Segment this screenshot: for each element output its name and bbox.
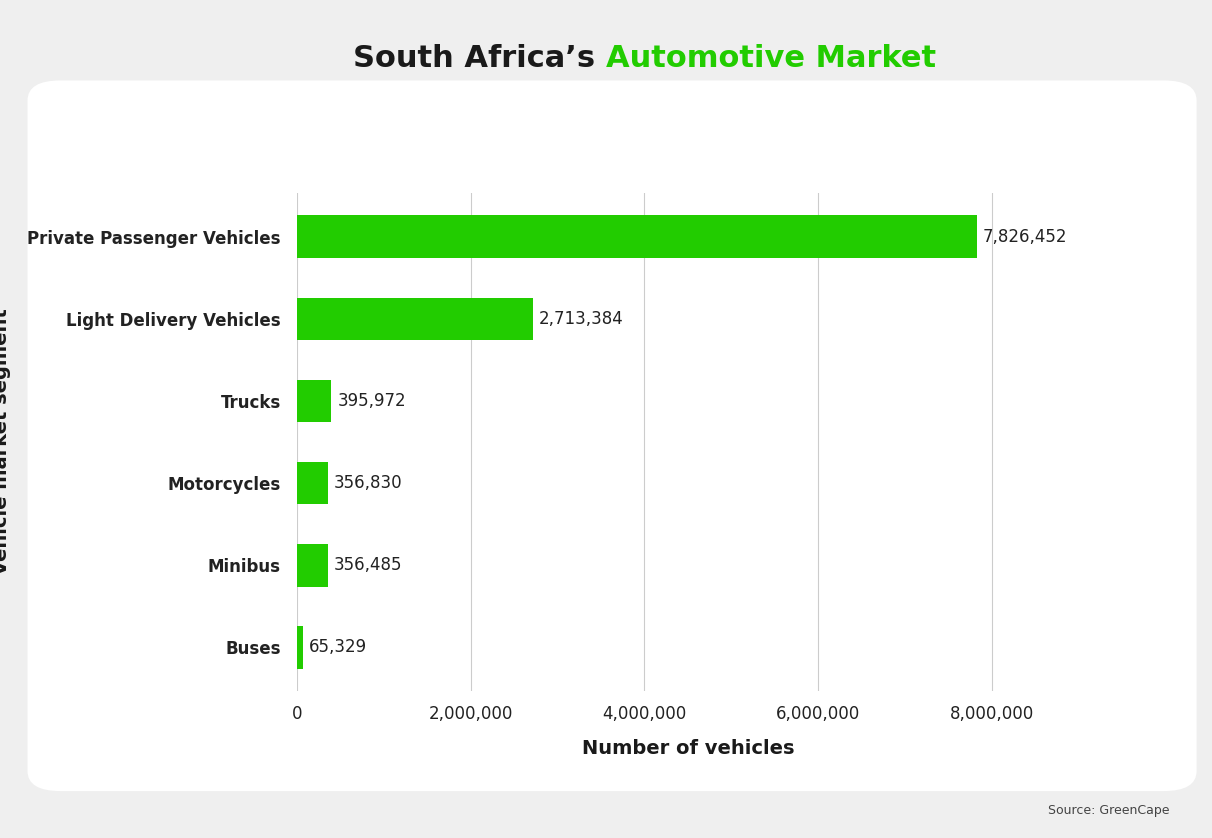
Bar: [297, 544, 328, 587]
FancyBboxPatch shape: [28, 80, 1196, 791]
Text: South Africa’s: South Africa’s: [353, 44, 606, 73]
Text: 356,830: 356,830: [335, 474, 402, 492]
Text: 395,972: 395,972: [337, 392, 406, 410]
Bar: [297, 297, 532, 340]
Bar: [297, 215, 977, 258]
Y-axis label: Vehicle market segment: Vehicle market segment: [0, 308, 11, 576]
Text: 7,826,452: 7,826,452: [983, 228, 1068, 246]
Text: 356,485: 356,485: [335, 556, 402, 574]
X-axis label: Number of vehicles: Number of vehicles: [582, 739, 794, 758]
Text: 65,329: 65,329: [309, 639, 367, 656]
Bar: [297, 626, 303, 669]
Text: Source: GreenCape: Source: GreenCape: [1048, 804, 1170, 817]
Text: 2,713,384: 2,713,384: [538, 310, 623, 328]
Text: Automotive Market: Automotive Market: [606, 44, 936, 73]
Bar: [297, 462, 328, 504]
Bar: [297, 380, 331, 422]
